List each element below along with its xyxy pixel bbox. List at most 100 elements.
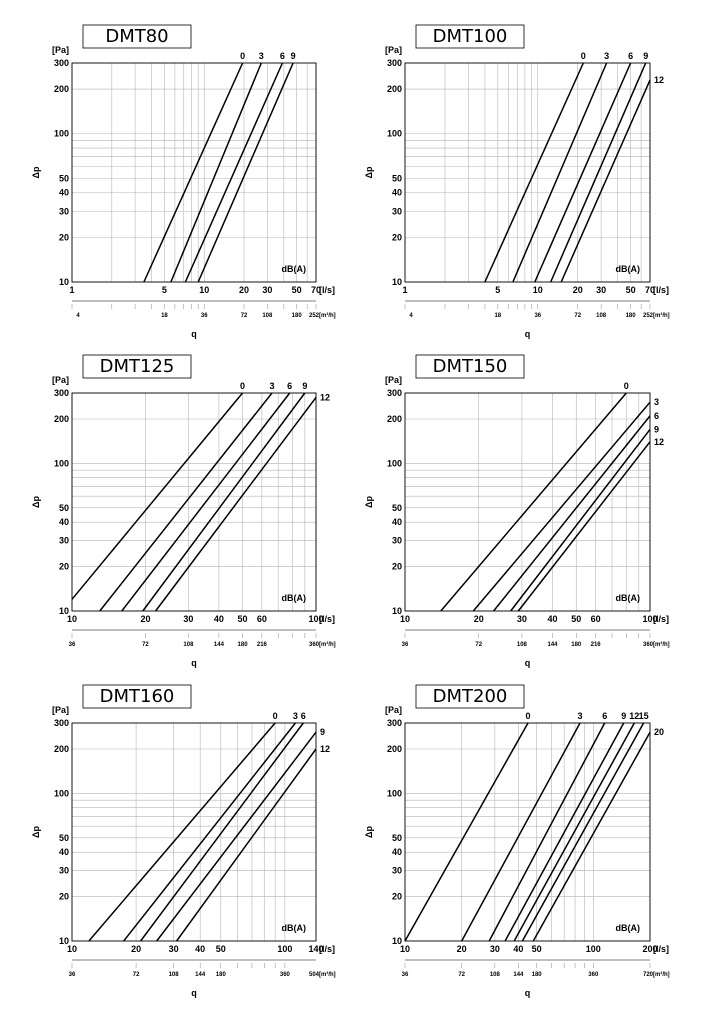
x-tick-label: 1 [69,285,74,295]
series-line-3 [123,722,296,942]
x-tick-label: 20 [140,614,150,624]
series-line-3 [472,401,651,612]
m3h-tick-label: 504 [309,972,320,978]
x-axis-label: q [525,658,531,668]
m3h-tick-label: 18 [494,313,501,319]
m3h-tick-label: 72 [142,642,149,648]
series-line-0 [143,62,244,283]
series-label: 6 [280,51,285,61]
x-unit-label: [l/s] [319,614,335,624]
x-axis-label: q [191,988,197,998]
m3h-tick-label: 144 [513,972,524,978]
y-tick-label: 20 [392,892,402,902]
y-tick-label: 200 [54,744,69,754]
series-label: 20 [654,727,664,737]
y-tick-label: 20 [392,562,402,572]
series-line-3 [99,392,273,612]
x-tick-label: 100 [642,614,657,624]
plot-frame [71,62,317,283]
y-tick-label: 50 [59,503,69,513]
y-axis-label: Δp [31,496,41,508]
x-unit-label: [l/s] [319,944,335,954]
m3h-tick-label: 36 [69,642,76,648]
x-tick-label: 70 [645,285,655,295]
m3h-tick-label: 36 [402,972,409,978]
series-label: 3 [293,711,298,721]
y-tick-label: 50 [392,833,402,843]
y-tick-label: 300 [54,718,69,728]
m3h-unit-label: [m³/h] [653,312,670,319]
dba-annotation: dB(A) [616,264,641,274]
y-unit-label: [Pa] [385,45,402,55]
x-tick-label: 100 [586,944,601,954]
x-tick-label: 1 [402,285,407,295]
y-tick-label: 30 [392,536,402,546]
m3h-tick-label: 360 [309,642,320,648]
m3h-tick-label: 216 [257,642,268,648]
x-axis-label: q [525,988,531,998]
x-axis-label: q [191,329,197,339]
chart-title: DMT100 [433,26,508,47]
series-label: 9 [621,711,626,721]
series-line-0 [88,722,276,942]
m3h-tick-label: 180 [532,972,543,978]
x-unit-label: [l/s] [319,285,335,295]
y-tick-label: 100 [54,458,69,468]
y-tick-label: 100 [54,788,69,798]
series-label: 3 [259,51,264,61]
y-tick-label: 20 [59,562,69,572]
y-tick-label: 100 [387,788,402,798]
y-tick-label: 100 [387,458,402,468]
x-tick-label: 40 [513,944,523,954]
y-tick-label: 30 [59,866,69,876]
y-tick-label: 20 [392,232,402,242]
y-tick-label: 300 [387,718,402,728]
m3h-tick-label: 108 [490,972,501,978]
x-tick-label: 200 [642,944,657,954]
m3h-tick-label: 720 [643,972,654,978]
m3h-tick-label: 36 [201,313,208,319]
m3h-tick-label: 144 [214,642,225,648]
series-line-3 [461,722,581,942]
m3h-tick-label: 72 [241,313,248,319]
series-label: 9 [291,51,296,61]
x-tick-label: 30 [169,944,179,954]
chart-title-box [82,24,192,49]
series-label: 0 [624,381,629,391]
x-tick-label: 50 [238,614,248,624]
series-label: 0 [273,711,278,721]
series-line-9 [197,62,294,283]
m3h-tick-label: 36 [534,313,541,319]
m3h-tick-label: 36 [69,972,76,978]
series-label: 15 [639,711,649,721]
series-label: 3 [604,51,609,61]
x-axis-label: q [191,658,197,668]
m3h-tick-label: 108 [169,972,180,978]
plot-frame [71,722,317,942]
plot-frame [404,62,651,283]
dba-annotation: dB(A) [616,923,641,933]
m3h-tick-label: 180 [216,972,227,978]
m3h-unit-label: [m³/h] [319,312,336,319]
x-tick-label: 20 [457,944,467,954]
y-tick-label: 10 [392,936,402,946]
chart-title-box [82,354,192,379]
chart-title-box [415,684,525,709]
y-unit-label: [Pa] [385,375,402,385]
y-tick-label: 200 [387,414,402,424]
series-line-9 [510,428,651,612]
x-tick-label: 20 [573,285,583,295]
y-unit-label: [Pa] [52,705,69,715]
m3h-tick-label: 252 [643,313,654,319]
x-tick-label: 40 [547,614,557,624]
dba-annotation: dB(A) [282,593,307,603]
series-label: 12 [320,392,330,402]
x-tick-label: 20 [131,944,141,954]
series-line-12 [513,722,635,942]
series-line-6 [139,722,304,942]
y-tick-label: 200 [387,84,402,94]
x-tick-label: 10 [67,614,77,624]
y-tick-label: 50 [59,833,69,843]
m3h-tick-label: 180 [292,313,303,319]
